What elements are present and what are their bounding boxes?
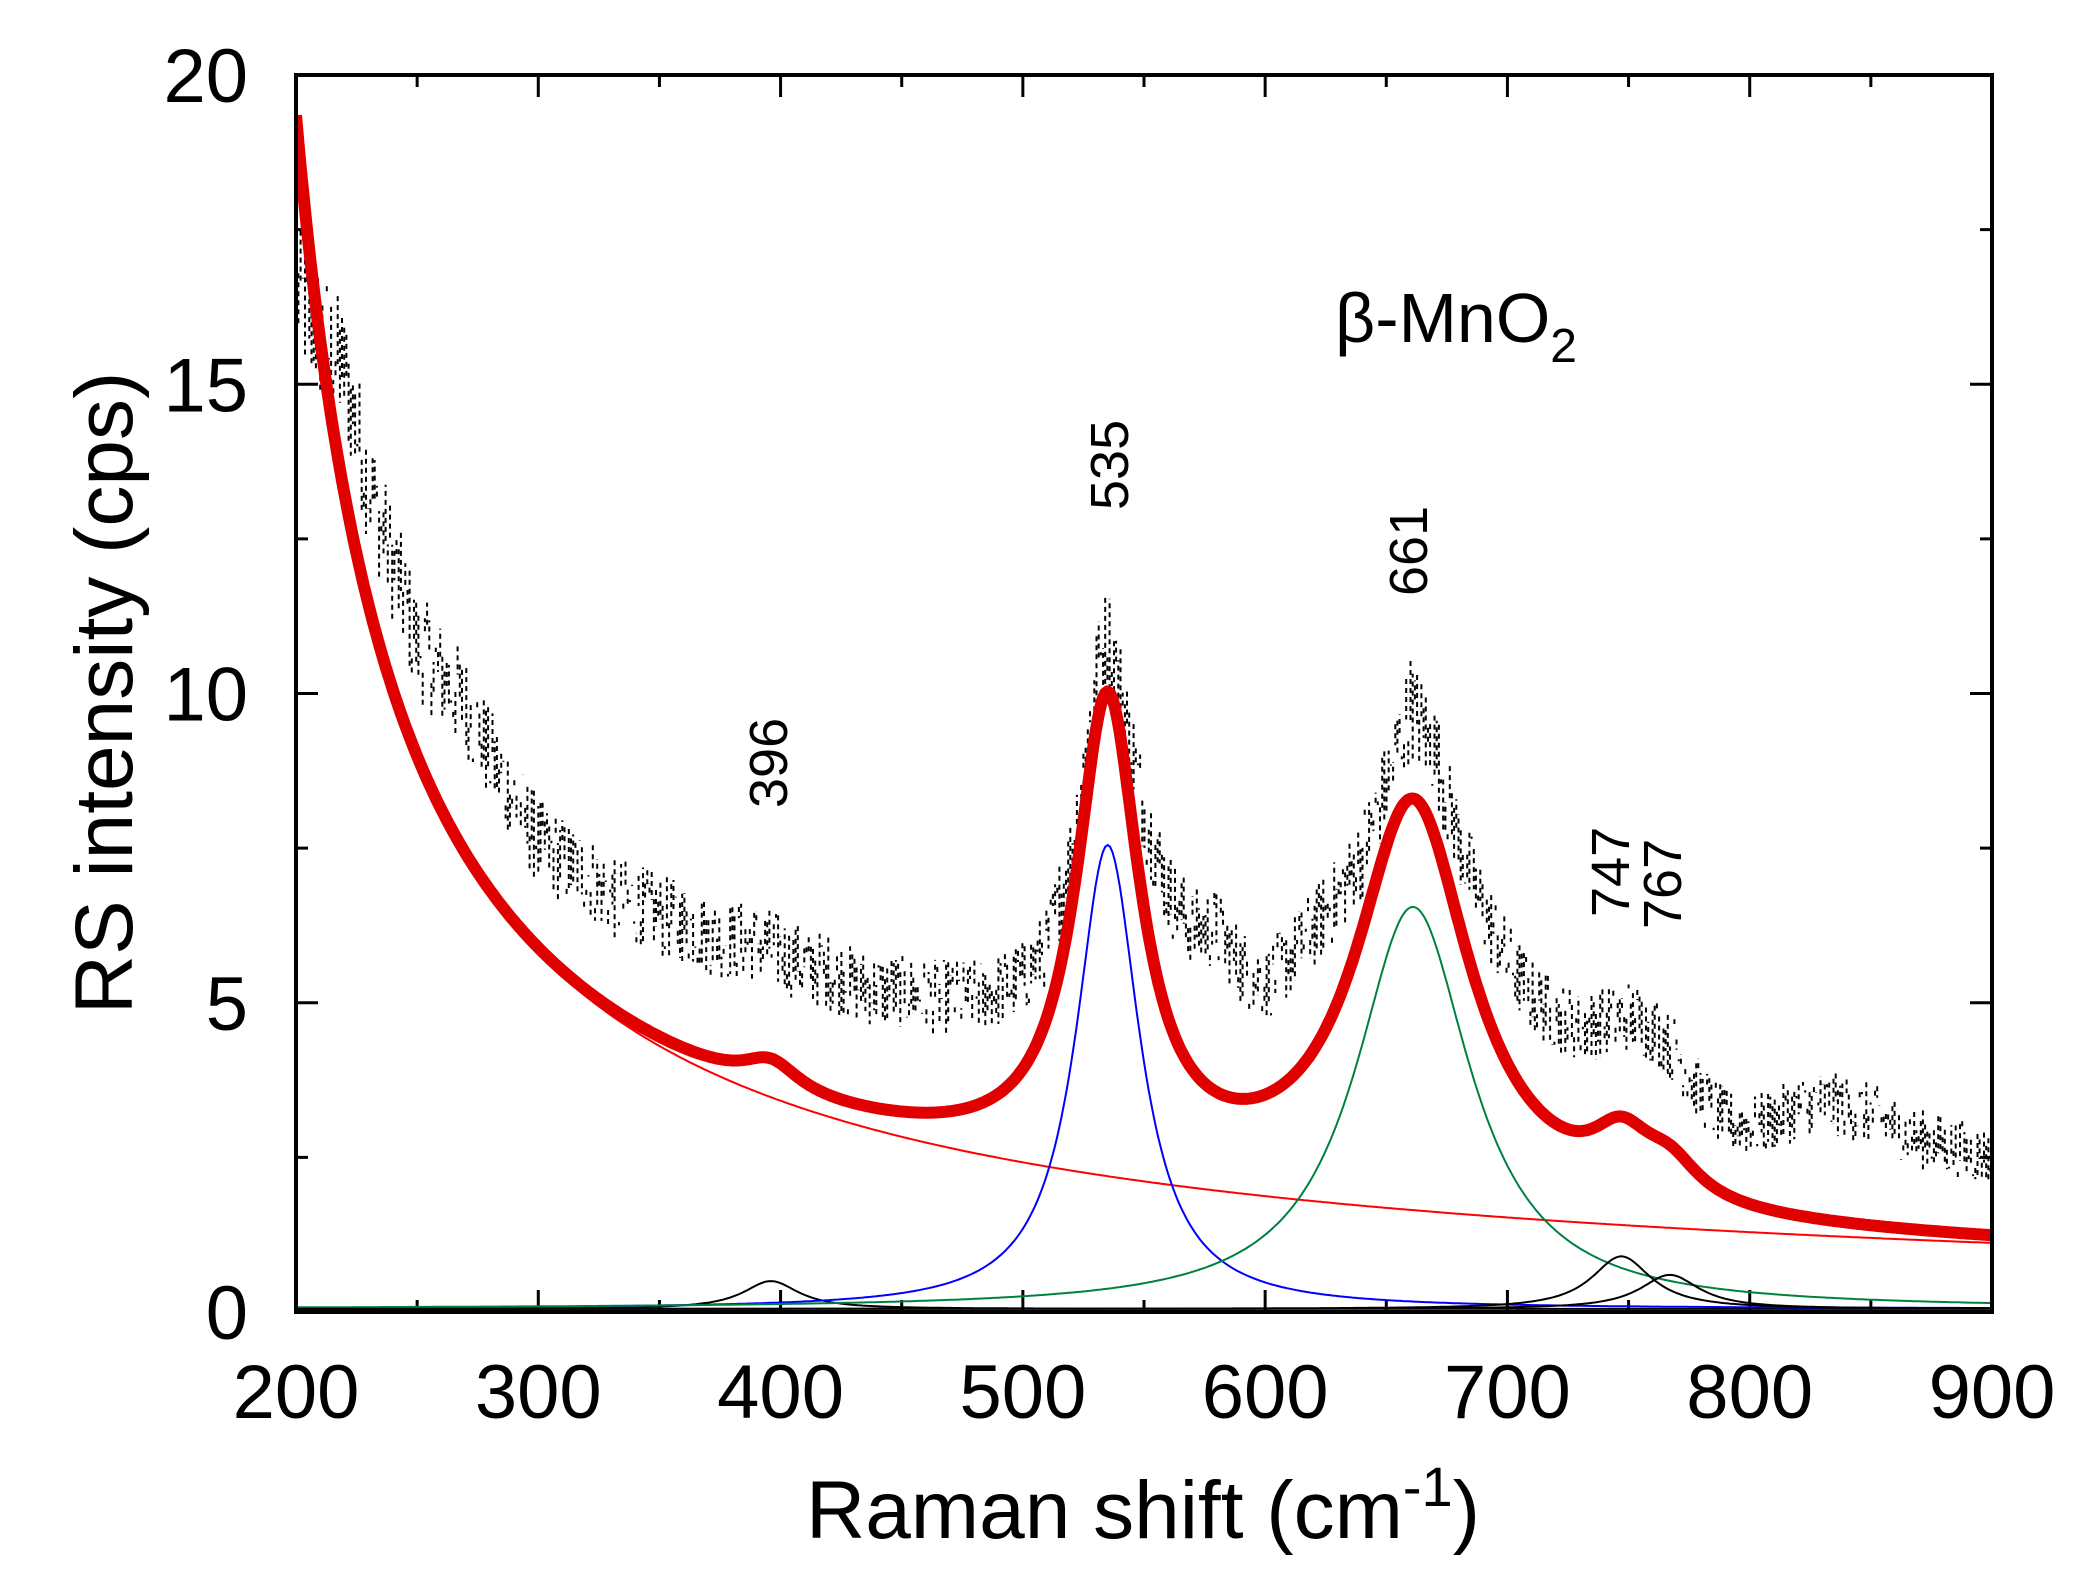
x-tick-label: 500 bbox=[959, 1350, 1086, 1435]
y-tick-label: 15 bbox=[163, 343, 248, 428]
peak-label-747: 747 bbox=[1581, 827, 1641, 917]
peak-label-661: 661 bbox=[1379, 506, 1439, 596]
measured-data-series bbox=[297, 228, 1992, 1180]
peak-label-767: 767 bbox=[1633, 839, 1693, 929]
x-tick-label: 200 bbox=[233, 1350, 360, 1435]
x-axis-ticks: 200 300 400 500 600 700 800 900 bbox=[233, 75, 2056, 1435]
x-tick-label: 800 bbox=[1686, 1350, 1813, 1435]
x-tick-label: 600 bbox=[1202, 1350, 1329, 1435]
peak-label-396: 396 bbox=[739, 718, 799, 808]
peak-label-535: 535 bbox=[1080, 420, 1140, 510]
y-tick-label: 5 bbox=[206, 962, 248, 1047]
x-tick-label: 300 bbox=[475, 1350, 602, 1435]
background-curve bbox=[296, 118, 1992, 1244]
plot-series bbox=[296, 114, 1992, 1310]
x-axis-title: Raman shift (cm-1) bbox=[806, 1455, 1480, 1556]
peak-component-767 bbox=[296, 1273, 1992, 1310]
y-tick-label: 10 bbox=[163, 653, 248, 738]
sample-label: β-MnO2 bbox=[1335, 279, 1577, 373]
peak-component-661 bbox=[296, 905, 1992, 1309]
x-tick-label: 700 bbox=[1444, 1350, 1571, 1435]
y-tick-label: 20 bbox=[163, 34, 248, 119]
x-tick-label: 400 bbox=[717, 1350, 844, 1435]
plot-frame bbox=[294, 73, 1994, 1314]
y-tick-label: 0 bbox=[206, 1271, 248, 1356]
total-fit-curve bbox=[296, 114, 1992, 1242]
y-axis-ticks: 0 5 10 15 20 bbox=[163, 34, 1992, 1356]
y-axis-title: RS intensity (cps) bbox=[59, 372, 150, 1015]
x-tick-label: 900 bbox=[1929, 1350, 2056, 1435]
